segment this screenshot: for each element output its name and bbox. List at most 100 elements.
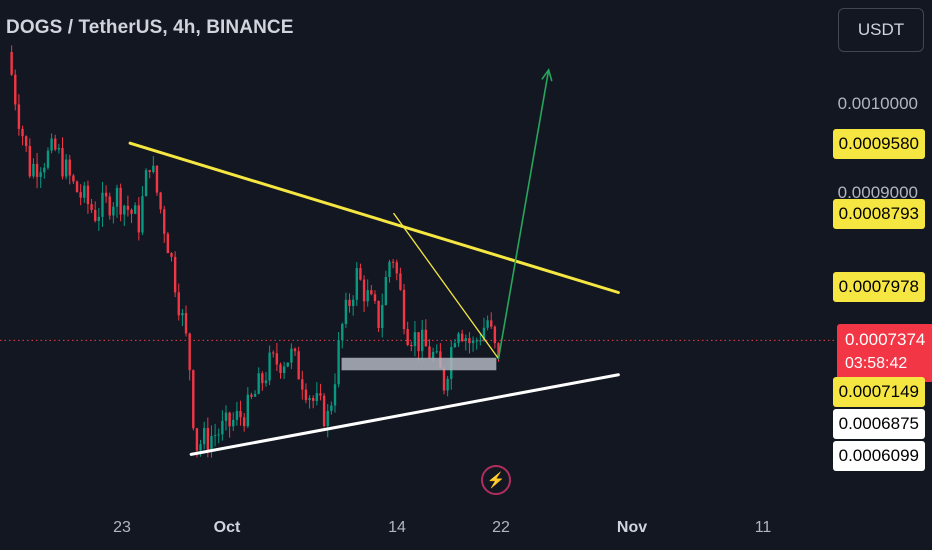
price-level-label: 0.0009580: [832, 129, 925, 159]
price-level-label: 0.0007149: [832, 377, 925, 407]
candle-body: [173, 256, 177, 293]
candle-body: [286, 362, 289, 367]
candle-body: [250, 394, 253, 397]
candle-body: [486, 320, 489, 328]
candle-body: [490, 320, 493, 327]
candle-body: [381, 305, 384, 329]
candle-body: [79, 192, 82, 198]
candle-body: [57, 148, 61, 150]
candle-body: [14, 74, 17, 105]
candle-body: [152, 165, 155, 173]
candle-body: [21, 128, 24, 137]
candle-body: [395, 262, 398, 274]
candle-body: [428, 346, 431, 359]
price-level-label: 0.0006099: [832, 441, 925, 471]
candle-body: [406, 329, 409, 345]
candle-body: [308, 397, 311, 401]
candle-body: [497, 343, 500, 358]
candle-body: [39, 172, 42, 177]
time-axis-label: 22: [492, 519, 510, 536]
candle-body: [359, 268, 362, 280]
candle-body: [43, 167, 46, 173]
candle-body: [370, 290, 373, 295]
inner-trendline: [393, 212, 500, 360]
lightning-icon[interactable]: ⚡: [481, 465, 511, 495]
candle-body: [28, 146, 31, 177]
candle-body: [290, 348, 293, 363]
candle-body: [130, 209, 133, 214]
candle-body: [479, 340, 482, 342]
candle-body: [119, 187, 122, 215]
candle-body: [264, 380, 268, 384]
projection-arrowhead: [541, 68, 553, 82]
candle-body: [322, 395, 326, 427]
candle-body: [213, 435, 217, 437]
candle-body: [86, 185, 90, 205]
bar-countdown: 03:58:42: [845, 355, 908, 372]
candle-body: [319, 393, 322, 396]
candle-body: [453, 343, 457, 348]
candle-body: [101, 192, 104, 217]
candle-body: [293, 348, 297, 352]
candle-body: [460, 333, 464, 341]
candle-body: [221, 420, 224, 435]
candle-body: [155, 165, 159, 193]
candle-body: [421, 329, 424, 352]
time-axis-label: 14: [388, 519, 406, 536]
currency-button[interactable]: USDT: [838, 8, 924, 52]
candle-body: [104, 192, 108, 197]
time-axis-label: 11: [754, 519, 772, 536]
candle-body: [446, 378, 449, 391]
candle-body: [464, 338, 467, 341]
candle-body: [261, 373, 264, 384]
candle-body: [137, 205, 140, 233]
price-level-label: 0.0006875: [832, 409, 925, 439]
candle-body: [239, 410, 242, 418]
candle-body: [192, 370, 195, 429]
candle-body: [431, 352, 435, 359]
candle-body: [493, 326, 497, 344]
resistance-trendline: [128, 141, 620, 294]
candle-body: [166, 233, 170, 254]
candle-body: [64, 159, 68, 177]
candle-body: [355, 268, 358, 300]
candle-body: [373, 294, 377, 301]
candle-body: [97, 216, 101, 221]
candle-body: [32, 163, 35, 177]
candle-body: [203, 427, 206, 445]
candle-body: [24, 136, 28, 147]
candle-body: [312, 397, 315, 401]
candle-body: [123, 205, 126, 215]
candle-body: [275, 353, 279, 365]
candle-body: [279, 364, 282, 374]
candle-body: [399, 273, 402, 290]
candle-body: [68, 159, 71, 176]
candle-body: [402, 289, 406, 330]
current-price-value: 0.0007374: [845, 330, 926, 349]
candle-body: [46, 150, 50, 168]
candle-body: [141, 196, 144, 233]
candle-body: [50, 138, 53, 151]
price-level-label: 0.0007978: [832, 272, 925, 302]
candle-body: [457, 333, 460, 344]
candle-body: [206, 427, 210, 450]
time-axis-label: Oct: [213, 519, 241, 536]
candle-body: [344, 299, 348, 325]
candle-body: [72, 175, 75, 182]
candle-body: [61, 148, 64, 177]
candle-body: [268, 352, 271, 381]
candle-body: [442, 368, 446, 391]
candle-body: [471, 340, 475, 344]
candle-body: [133, 205, 137, 214]
candle-body: [391, 261, 395, 263]
candle-body: [330, 405, 333, 411]
time-axis-label: 23: [113, 519, 131, 536]
current-price-label: 0.0007374 03:58:42: [837, 324, 932, 382]
price-grid-label: 0.0010000: [837, 94, 918, 113]
candle-body: [148, 170, 151, 173]
candle-body: [90, 204, 93, 210]
price-grid-label: 0.0009000: [837, 183, 918, 202]
candle-body: [257, 373, 260, 394]
candle-body: [54, 138, 57, 150]
